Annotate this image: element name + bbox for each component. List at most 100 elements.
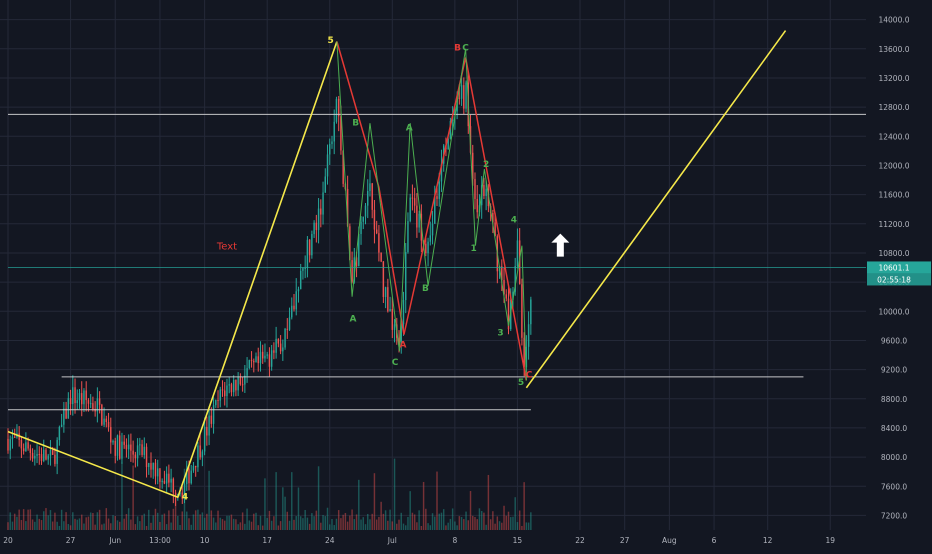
volume-bar <box>20 520 23 530</box>
volume-bar <box>512 516 514 530</box>
candle-body <box>259 351 262 364</box>
trend-line[interactable] <box>7 41 338 499</box>
trend-lines[interactable] <box>7 30 787 499</box>
candle-body <box>255 356 257 363</box>
volume-bar <box>170 522 172 530</box>
wave-label: C <box>462 43 469 53</box>
volume-bar <box>320 522 322 530</box>
candle-body <box>208 415 210 436</box>
volume-bar <box>447 522 449 530</box>
y-tick-label: 13600.0 <box>878 45 909 54</box>
candle-body <box>521 284 523 338</box>
candle-body <box>139 444 141 446</box>
candle-body <box>69 398 72 405</box>
trend-line[interactable] <box>525 30 787 389</box>
volume-bar <box>510 517 512 530</box>
volume-bar <box>478 508 481 530</box>
candle-body <box>83 390 85 405</box>
text-annotation[interactable]: Text <box>216 241 237 252</box>
volume-bar <box>224 520 226 530</box>
candle-body <box>74 387 76 404</box>
volume-bar <box>342 514 344 530</box>
candle-body <box>429 235 432 242</box>
candle-body <box>393 324 396 330</box>
candle-body <box>293 305 295 310</box>
wave-zigzags[interactable] <box>336 41 528 381</box>
candle-body <box>49 450 52 456</box>
countdown-badge[interactable] <box>867 273 931 286</box>
volume-bar <box>373 473 376 530</box>
x-axis[interactable]: 20 27 Jun 13:00 10 17 24 Jul 8 15 22 27 Aug 6 12 19 <box>3 536 835 545</box>
candle-body <box>116 435 119 456</box>
volume-bar <box>45 508 47 530</box>
y-tick-label: 11600.0 <box>878 191 909 200</box>
volume-bar <box>161 514 163 530</box>
wave-label: 2 <box>483 160 489 170</box>
candle-body <box>530 299 532 325</box>
candle-body <box>112 440 114 443</box>
candle-body <box>507 298 510 330</box>
candle-body <box>474 178 476 199</box>
candle-body <box>123 441 125 445</box>
volume-bar <box>237 524 239 530</box>
volume-bars <box>7 458 532 530</box>
candle-body <box>163 480 166 484</box>
volume-bar <box>288 520 291 530</box>
volume-bar <box>241 512 244 530</box>
y-axis[interactable]: 7200.0 7600.0 8000.0 8400.0 8800.0 9200.0 9600… <box>867 16 931 521</box>
volume-bar <box>228 515 230 530</box>
red-wave-zigzag[interactable] <box>336 41 528 381</box>
volume-bar <box>349 515 351 530</box>
candle-body <box>159 468 161 482</box>
volume-bar <box>266 517 268 530</box>
volume-bar <box>442 509 445 530</box>
volume-bar <box>279 521 282 530</box>
volume-bar <box>416 522 418 530</box>
up-arrow-icon[interactable] <box>551 233 570 257</box>
volume-bar <box>335 518 338 530</box>
candle-body <box>127 444 130 450</box>
volume-bar <box>201 512 204 530</box>
volume-bar <box>230 514 233 530</box>
candle-body <box>134 454 137 459</box>
volume-bar <box>43 511 45 530</box>
volume-bar <box>337 510 340 530</box>
volume-bar <box>159 521 161 530</box>
candle-body <box>306 239 309 269</box>
candle-body <box>407 221 409 253</box>
horizontal-levels[interactable] <box>8 113 866 411</box>
y-tick-label: 11200.0 <box>878 220 909 229</box>
candle-body <box>411 197 414 199</box>
volume-bar <box>351 509 353 530</box>
volume-bar <box>273 516 275 530</box>
volume-bar <box>492 511 494 530</box>
volume-bar <box>362 517 364 530</box>
volume-bar <box>514 497 516 530</box>
candle-body <box>299 270 302 290</box>
green-wave-zigzag[interactable] <box>336 41 527 381</box>
candle-body <box>264 355 266 359</box>
annotations[interactable]: Text <box>216 233 570 257</box>
candle-body <box>427 241 429 254</box>
volume-bar <box>518 510 521 530</box>
volume-bar <box>253 513 255 530</box>
volume-bar <box>299 516 302 530</box>
wave-label: B <box>422 284 429 294</box>
candle-body <box>261 351 264 359</box>
candle-body <box>391 308 394 330</box>
volume-bar <box>380 501 382 530</box>
candle-body <box>210 415 213 424</box>
candle-body <box>273 350 275 353</box>
volume-bar <box>174 493 177 530</box>
current-price-badge[interactable] <box>867 261 931 274</box>
volume-bar <box>190 524 192 530</box>
candle-body <box>342 150 344 184</box>
volume-bar <box>127 508 130 530</box>
candle-body <box>340 116 342 151</box>
volume-bar <box>38 518 41 530</box>
volume-bar <box>346 521 349 530</box>
candle-body <box>525 346 528 368</box>
volume-bar <box>98 509 101 530</box>
